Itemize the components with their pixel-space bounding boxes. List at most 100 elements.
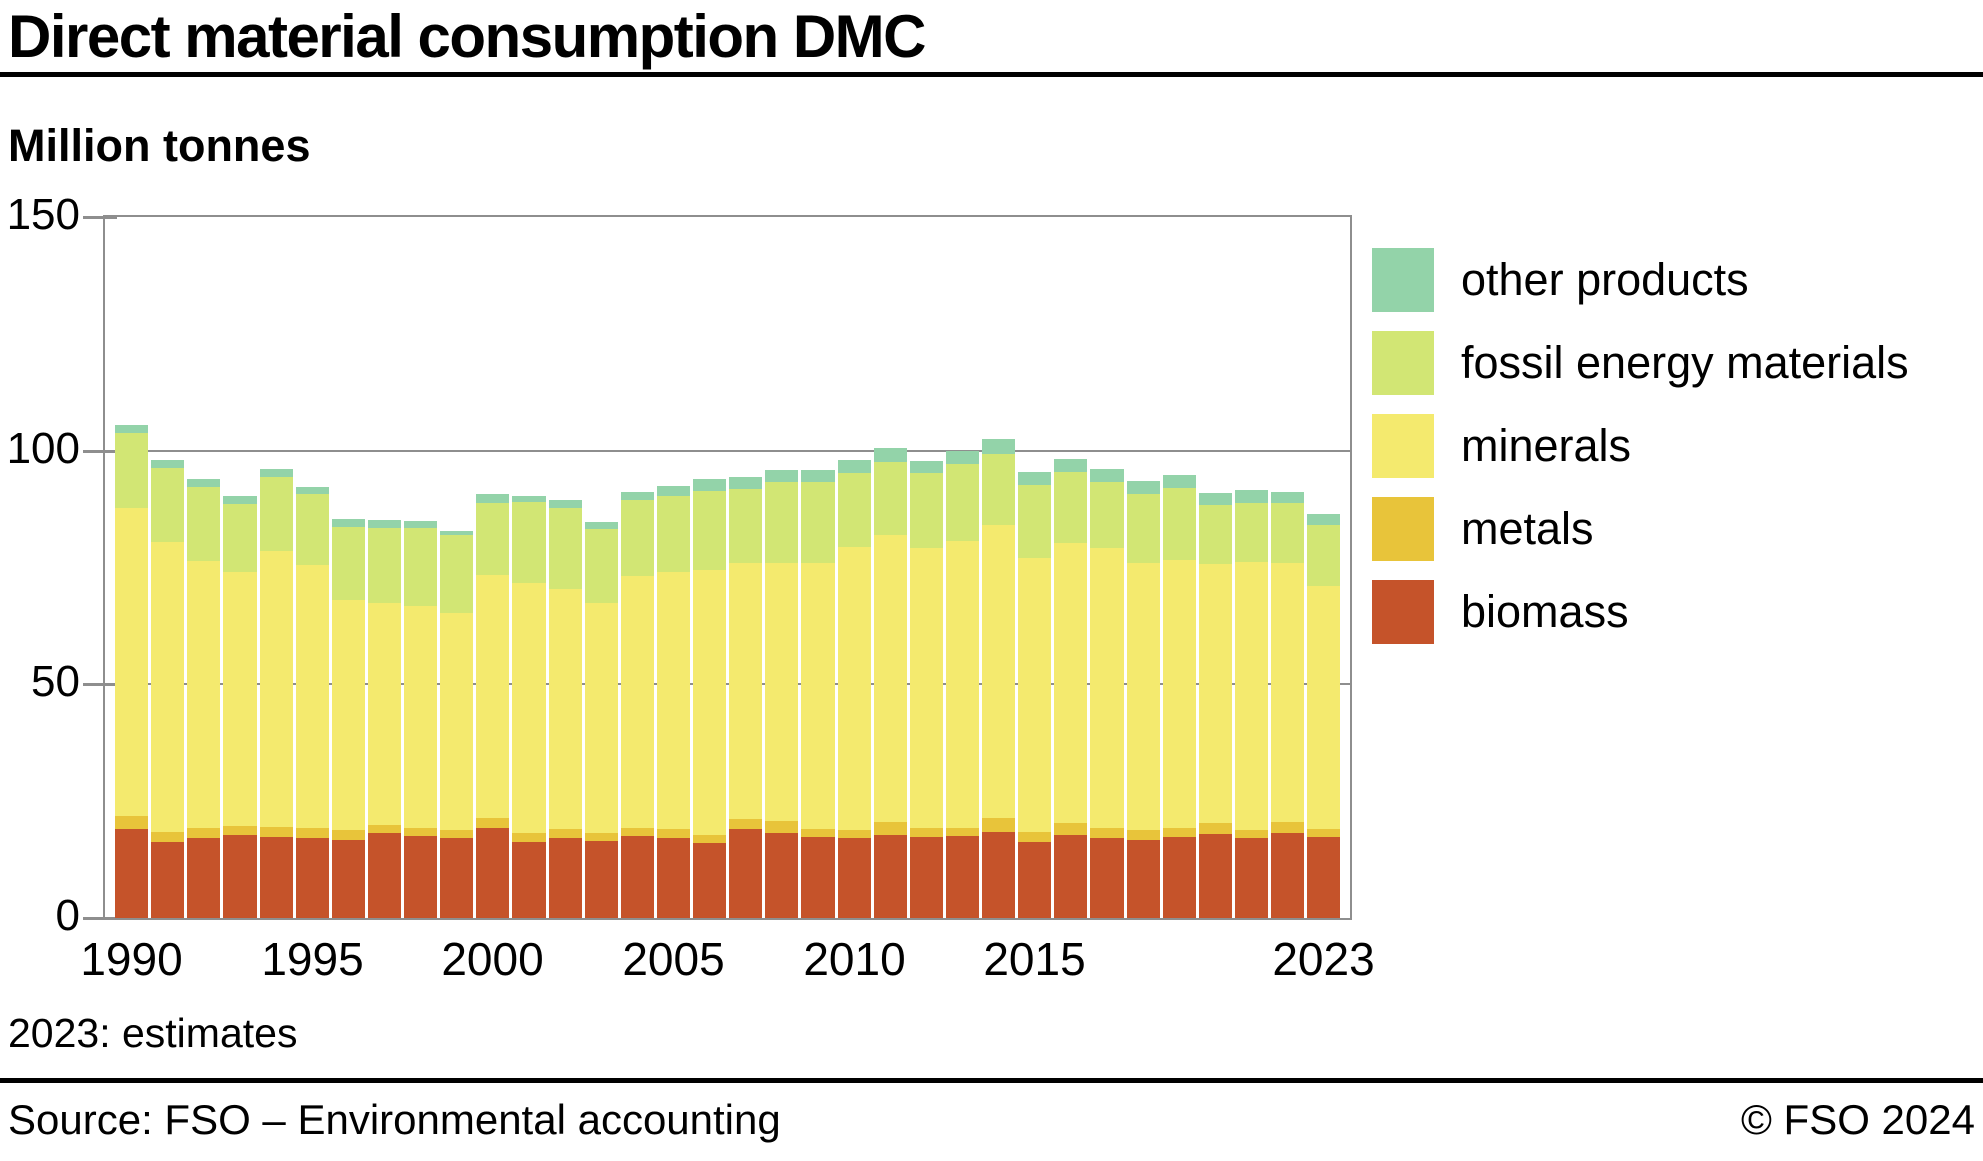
bar-segment-biomass-2017 — [1090, 838, 1124, 918]
bar-segment-metals-2023 — [1307, 828, 1341, 838]
bar-segment-minerals-1999 — [440, 613, 474, 831]
bar-segment-minerals-1997 — [367, 603, 401, 825]
bar-segment-metals-2020 — [1198, 823, 1232, 834]
stacked-bar-2021 — [1234, 490, 1268, 918]
stacked-bar-2022 — [1271, 491, 1305, 918]
bar-segment-minerals-2005 — [656, 572, 690, 829]
bar-segment-biomass-2013 — [945, 836, 979, 918]
bar-segment-biomass-1995 — [295, 838, 329, 918]
stacked-bar-2002 — [548, 499, 582, 918]
bar-segment-minerals-2003 — [584, 603, 618, 833]
bar-segment-metals-1999 — [440, 830, 474, 839]
bar-segment-minerals-2000 — [476, 575, 510, 818]
y-tick-150 — [83, 216, 117, 220]
bar-segment-fossil-energy-materials-2010 — [837, 472, 871, 548]
bar-segment-biomass-2010 — [837, 838, 871, 918]
bar-segment-other-products-2023 — [1307, 514, 1341, 526]
bar-segment-metals-1991 — [151, 831, 185, 842]
bar-segment-other-products-1991 — [151, 460, 185, 469]
bar-segment-metals-2013 — [945, 827, 979, 837]
y-tick-label-100: 100 — [6, 423, 80, 473]
bar-segment-metals-2015 — [1018, 831, 1052, 842]
bar-segment-other-products-1995 — [295, 486, 329, 495]
bar-segment-fossil-energy-materials-2009 — [801, 482, 835, 563]
stacked-bar-2016 — [1054, 458, 1088, 918]
bar-segment-fossil-energy-materials-2013 — [945, 464, 979, 542]
bar-segment-fossil-energy-materials-2002 — [548, 508, 582, 589]
bar-segment-biomass-1998 — [404, 836, 438, 918]
bar-segment-minerals-2012 — [909, 548, 943, 828]
bar-segment-minerals-1995 — [295, 565, 329, 828]
y-axis-unit-label: Million tonnes — [8, 120, 311, 171]
bar-segment-other-products-2006 — [693, 479, 727, 491]
x-tick-label-2010: 2010 — [803, 933, 906, 985]
legend-swatch-metals — [1372, 497, 1434, 561]
bar-segment-biomass-2020 — [1198, 833, 1232, 918]
bar-segment-minerals-2016 — [1054, 542, 1088, 824]
bar-segment-minerals-2018 — [1126, 562, 1160, 831]
bar-segment-metals-2008 — [765, 820, 799, 833]
bar-segment-metals-1995 — [295, 827, 329, 839]
bar-segment-minerals-2007 — [729, 562, 763, 819]
bar-segment-biomass-2021 — [1234, 838, 1268, 918]
bar-segment-metals-2011 — [873, 822, 907, 835]
bar-segment-metals-2022 — [1271, 822, 1305, 833]
bar-segment-minerals-1998 — [404, 606, 438, 828]
bar-segment-minerals-2022 — [1271, 562, 1305, 823]
bar-segment-fossil-energy-materials-1995 — [295, 494, 329, 566]
bar-segment-biomass-2004 — [620, 836, 654, 918]
bar-segment-other-products-2001 — [512, 495, 546, 502]
bar-segment-minerals-1996 — [331, 600, 365, 831]
bar-segment-fossil-energy-materials-1991 — [151, 468, 185, 542]
legend-item-fossil-energy-materials: fossil energy materials — [1372, 331, 1909, 395]
y-tick-0 — [83, 917, 117, 920]
bar-segment-minerals-2015 — [1018, 557, 1052, 832]
y-tick-label-0: 0 — [55, 891, 80, 940]
bar-segment-biomass-1992 — [187, 838, 221, 918]
bar-segment-fossil-energy-materials-2000 — [476, 502, 510, 576]
bar-segment-other-products-2000 — [476, 494, 510, 503]
bar-segment-minerals-1993 — [223, 571, 257, 826]
bar-segment-metals-2019 — [1162, 827, 1196, 838]
bar-segment-minerals-2006 — [693, 569, 727, 835]
bar-segment-fossil-energy-materials-2021 — [1234, 502, 1268, 563]
bar-segment-fossil-energy-materials-2008 — [765, 482, 799, 563]
bar-segment-minerals-1990 — [115, 507, 149, 817]
x-tick-label-2015: 2015 — [983, 933, 1086, 985]
bar-segment-other-products-2015 — [1018, 471, 1052, 485]
y-axis-tick-labels: 150 100 50 0 — [0, 191, 80, 940]
bar-segment-other-products-1997 — [367, 519, 401, 529]
legend-label-metals: metals — [1461, 503, 1594, 554]
stacked-bar-2004 — [620, 491, 654, 918]
bar-segment-biomass-2007 — [729, 829, 763, 918]
stacked-bar-2003 — [584, 522, 618, 918]
bar-segment-other-products-2002 — [548, 499, 582, 509]
x-axis-tick-labels: 1990 1995 2000 2005 2010 2015 2023 — [80, 933, 1374, 989]
x-tick-label-1990: 1990 — [80, 933, 183, 985]
bar-segment-minerals-1994 — [259, 550, 293, 827]
stacked-bar-2019 — [1162, 475, 1196, 918]
stacked-bar-2006 — [693, 479, 727, 918]
stacked-bar-2018 — [1126, 481, 1160, 918]
bar-segment-fossil-energy-materials-1992 — [187, 486, 221, 562]
stacked-bar-2023 — [1307, 514, 1341, 918]
bar-segment-other-products-2022 — [1271, 491, 1305, 504]
bar-segment-other-products-2019 — [1162, 475, 1196, 488]
bar-segment-minerals-2014 — [982, 524, 1016, 819]
bar-segment-biomass-2023 — [1307, 837, 1341, 918]
x-tick-label-2000: 2000 — [441, 933, 544, 985]
bar-segment-metals-2003 — [584, 832, 618, 841]
stacked-bar-2012 — [909, 461, 943, 918]
legend-swatch-fossil-energy-materials — [1372, 331, 1434, 395]
bar-segment-metals-2021 — [1234, 830, 1268, 839]
bar-segment-fossil-energy-materials-2023 — [1307, 525, 1341, 587]
bar-segment-fossil-energy-materials-1999 — [440, 535, 474, 614]
bar-segment-other-products-2016 — [1054, 458, 1088, 472]
bar-segment-biomass-2000 — [476, 827, 510, 918]
bar-segment-other-products-2018 — [1126, 481, 1160, 495]
bar-segment-minerals-1992 — [187, 561, 221, 828]
bar-segment-minerals-2020 — [1198, 563, 1232, 824]
legend-item-metals: metals — [1372, 497, 1909, 561]
legend-swatch-biomass — [1372, 580, 1434, 644]
